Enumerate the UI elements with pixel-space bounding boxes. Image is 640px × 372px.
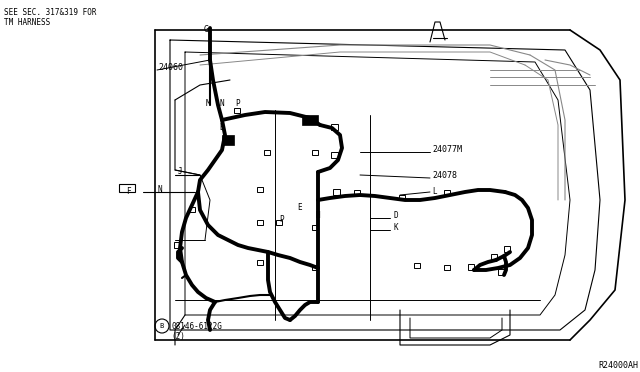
Bar — [174, 242, 180, 248]
Text: P: P — [236, 99, 240, 108]
Bar — [312, 265, 318, 270]
Bar — [331, 124, 338, 130]
Text: 24077M: 24077M — [432, 145, 462, 154]
Text: F: F — [126, 187, 131, 196]
Text: N: N — [220, 99, 224, 108]
Text: 08146-6122G
(2): 08146-6122G (2) — [171, 322, 222, 341]
Bar — [189, 207, 195, 212]
Bar — [444, 265, 450, 270]
Text: H: H — [316, 211, 320, 219]
Text: G: G — [204, 25, 209, 34]
Text: SEE SEC. 317&319 FOR
TM HARNESS: SEE SEC. 317&319 FOR TM HARNESS — [4, 8, 97, 28]
Bar — [312, 150, 318, 155]
Bar — [257, 220, 263, 225]
Text: R24000AH: R24000AH — [598, 361, 638, 370]
Text: 24078: 24078 — [432, 170, 457, 180]
Bar — [312, 225, 318, 230]
Bar — [414, 263, 420, 268]
Text: J: J — [178, 167, 182, 176]
Text: D: D — [393, 211, 397, 219]
Bar — [498, 269, 504, 275]
Bar — [331, 152, 338, 158]
Bar — [491, 254, 497, 260]
Bar — [119, 184, 135, 192]
Text: B: B — [220, 123, 224, 132]
Bar — [333, 189, 340, 195]
Text: B: B — [160, 323, 164, 329]
Text: M: M — [205, 99, 211, 108]
Bar — [399, 195, 405, 200]
Bar — [264, 150, 270, 155]
Bar — [504, 246, 510, 252]
Bar — [444, 190, 450, 195]
Bar — [276, 220, 282, 225]
Bar — [222, 135, 234, 145]
Bar — [257, 187, 263, 192]
Bar — [234, 108, 240, 113]
Bar — [257, 260, 263, 265]
Text: N: N — [158, 186, 163, 195]
Text: 24060: 24060 — [158, 64, 183, 73]
Bar — [354, 190, 360, 195]
Bar — [302, 115, 318, 125]
Text: E: E — [298, 203, 302, 212]
Bar — [468, 264, 474, 270]
Text: P: P — [280, 215, 284, 224]
Text: K: K — [393, 224, 397, 232]
Text: L: L — [432, 187, 436, 196]
